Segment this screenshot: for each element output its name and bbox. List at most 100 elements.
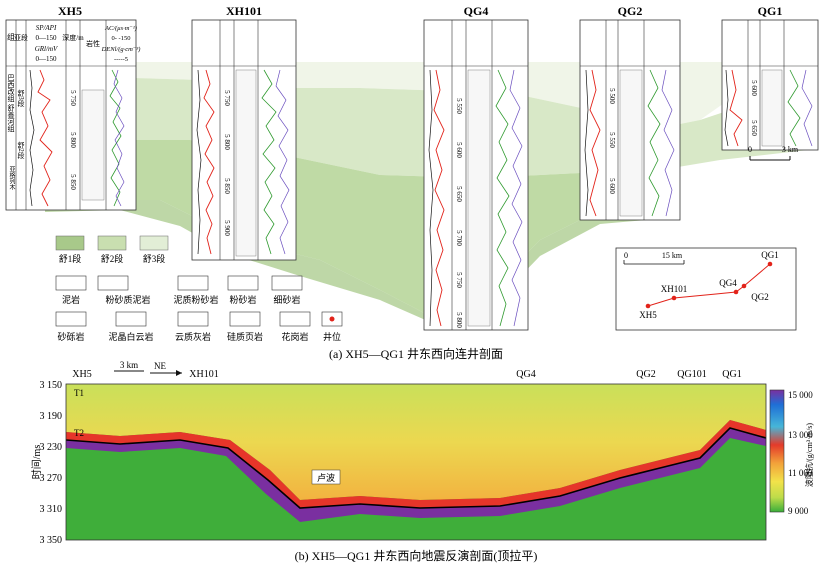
colorbar-tick-2: 11 000 <box>788 468 813 478</box>
log-curve-qg1-gr <box>724 69 729 147</box>
horizon-top-label: T1 <box>74 388 84 398</box>
legend-lith-9: 花岗岩 <box>281 331 308 342</box>
depth-xh101-3: 5 900 <box>223 220 231 236</box>
log-curve-qg4-den <box>509 69 523 327</box>
depth-qg2-2: 5 600 <box>608 178 616 194</box>
map-well-qg4: QG4 <box>719 278 737 288</box>
legend-lith-2: 泥质粉砂岩 <box>173 294 218 305</box>
colorbar-tick-1: 13 000 <box>788 430 813 440</box>
header-gr: GRl/mV <box>35 45 58 53</box>
header-duan: 亚段 <box>14 33 28 42</box>
well-name-qg4: QG4 <box>464 4 489 18</box>
header-sp: SP/API <box>36 24 57 32</box>
log-curve-qg2-gr <box>584 69 589 217</box>
legend-lith-4: 细砂岩 <box>273 294 300 305</box>
well-location-map: 0 15 km XH5 XH101 QG4 QG2 QG1 <box>615 247 797 331</box>
strata-label-3: 舒2段 <box>17 140 25 160</box>
log-curve-xh5-sp <box>37 69 53 207</box>
well-label-qg4: QG4 <box>516 369 535 380</box>
header-depth: 深度/m <box>62 33 84 42</box>
well-name-qg1: QG1 <box>758 4 783 18</box>
log-curve-qg1-sp <box>729 69 743 147</box>
legend-swatch-member-1 <box>55 235 85 251</box>
depth-xh101-1: 5 800 <box>223 134 231 150</box>
map-scale-label: 15 km <box>662 251 683 260</box>
well-log-qg4: QG4 5 550 5 600 5 650 5 700 5 750 5 800 <box>423 4 529 331</box>
depth-qg1-0: 5 600 <box>750 80 758 96</box>
well-log-xh5: XH5 组 亚段 SP/API 0—150 GRl/mV 0—150 深度/m … <box>5 4 140 211</box>
log-curve-xh101-sp <box>203 69 215 255</box>
well-name-qg2: QG2 <box>618 4 643 18</box>
log-curve-xh5-den <box>113 69 125 207</box>
y-tick-4: 3 310 <box>40 504 63 515</box>
depth-xh5-1: 5 800 <box>69 132 77 148</box>
depth-xh101-2: 5 850 <box>223 178 231 194</box>
strata-label-1: 舒善河组 <box>7 103 15 132</box>
colorbar <box>769 389 785 513</box>
header-sp-range: 0—150 <box>36 34 58 42</box>
depth-qg1-1: 5 650 <box>750 120 758 136</box>
depth-xh5-2: 5 850 <box>69 174 77 190</box>
log-curve-qg4-ac <box>495 69 510 327</box>
depth-qg4-3: 5 700 <box>455 230 463 246</box>
well-log-qg1: QG1 5 600 5 650 <box>721 4 819 151</box>
panel-a-well-correlation: XH5 组 亚段 SP/API 0—150 GRl/mV 0—150 深度/m … <box>5 4 819 361</box>
well-name-xh5: XH5 <box>58 4 82 18</box>
map-scale-zero: 0 <box>624 251 628 260</box>
log-curve-qg4-sp <box>433 69 445 327</box>
annotation-label: 卢波 <box>317 472 335 483</box>
header-ac: AC/(μs·m⁻¹) <box>104 25 137 32</box>
panel-b-seismic-section: 时间/ms 3 150 3 190 3 230 3 270 3 310 3 35… <box>30 360 814 563</box>
header-lith: 岩性 <box>86 39 100 48</box>
depth-qg2-1: 5 550 <box>608 132 616 148</box>
scale-a-label: 3 km <box>782 145 799 154</box>
strata-label-2: 舒3段 <box>17 88 25 108</box>
colorbar-tick-0: 15 000 <box>788 390 813 400</box>
colorbar-label: 波阻抗/(g/cm³·m/s) <box>804 423 814 488</box>
depth-qg4-0: 5 550 <box>455 98 463 114</box>
log-curve-xh5-gr <box>29 69 35 207</box>
header-zu: 组 <box>7 32 15 42</box>
map-well-qg1: QG1 <box>761 250 779 260</box>
well-label-qg101: QG101 <box>677 369 706 380</box>
y-axis-label: 时间/ms <box>30 445 43 480</box>
seismic-image <box>66 384 766 540</box>
legend-member-1: 舒1段 <box>59 253 82 264</box>
caption-b: (b) XH5—QG1 井东西向地震反演剖面(顶拉平) <box>295 548 538 563</box>
y-tick-0: 3 150 <box>40 380 63 391</box>
legend-lith-8: 硅质页岩 <box>227 331 263 342</box>
legend-swatch-member-2 <box>97 235 127 251</box>
legend-lith-10: 井位 <box>323 331 341 342</box>
legend-lith-6: 泥晶白云岩 <box>108 331 153 342</box>
depth-qg4-1: 5 600 <box>455 142 463 158</box>
scale-b-label: 3 km <box>120 360 138 370</box>
log-curve-qg2-den <box>661 69 675 217</box>
scale-bar-a: 0 3 km <box>748 145 799 161</box>
y-tick-3: 3 270 <box>40 473 63 484</box>
depth-xh101-0: 5 750 <box>223 90 231 106</box>
well-label-xh101: XH101 <box>189 369 218 380</box>
legend-lith-7: 云质灰岩 <box>175 331 211 342</box>
strata-label-0: 巴西改组 <box>7 74 15 102</box>
legend-member-3: 舒3段 <box>143 253 166 264</box>
log-curve-xh5-ac <box>109 69 122 207</box>
log-curve-xh101-ac <box>261 69 277 255</box>
legend-lith-1: 粉砂质泥岩 <box>105 294 150 305</box>
legend-lith-0: 泥岩 <box>62 294 80 305</box>
horizon-base-label: T2 <box>74 428 84 438</box>
map-well-xh5: XH5 <box>639 310 657 320</box>
depth-qg4-2: 5 650 <box>455 186 463 202</box>
map-well-qg2: QG2 <box>751 292 769 302</box>
depth-qg4-5: 5 800 <box>455 312 463 328</box>
legend-member-2: 舒2段 <box>101 253 124 264</box>
map-well-xh101: XH101 <box>661 284 688 294</box>
log-curve-qg2-sp <box>589 69 601 217</box>
depth-xh5-0: 5 750 <box>69 90 77 106</box>
y-tick-2: 3 230 <box>40 442 63 453</box>
y-tick-5: 3 350 <box>40 535 63 546</box>
strata-label-4: 亚格列木 <box>8 166 15 191</box>
well-name-xh101: XH101 <box>226 4 262 18</box>
scale-a-zero: 0 <box>748 145 752 154</box>
well-label-qg1: QG1 <box>722 369 741 380</box>
log-curve-qg4-gr <box>428 69 434 327</box>
